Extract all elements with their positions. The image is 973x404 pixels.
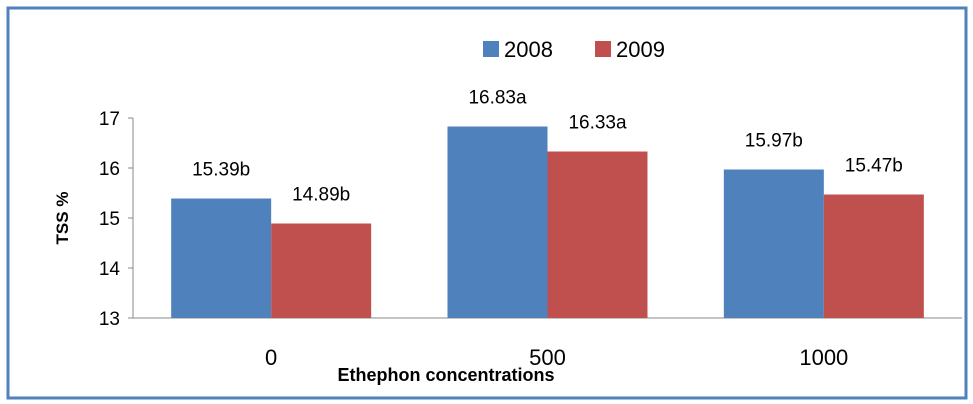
data-label: 15.97b [745,131,803,152]
data-label: 15.39b [192,160,250,181]
y-tick-label: 14 [99,259,121,280]
x-axis-title: Ethephon concentrations [337,365,554,385]
x-tick-label: 0 [265,345,277,370]
data-label: 14.89b [292,185,350,206]
legend-swatch-2008 [483,41,499,57]
legend: 2008 2009 [483,37,665,62]
data-label: 16.33a [568,113,627,134]
x-tick-labels: 0 500 1000 [265,345,848,370]
x-tick-label: 1000 [799,345,848,370]
y-tick-label: 13 [99,309,120,330]
bar-2009-500 [547,151,648,318]
data-labels: 15.39b 14.89b 16.83a 16.33a 15.97b 15.47b [192,88,903,206]
legend-label-2009: 2009 [616,37,665,62]
y-tick-label: 16 [99,159,120,180]
y-axis-title: TSS % [53,192,72,245]
x-tick-label: 500 [529,345,566,370]
bars [171,126,924,318]
y-tick-label: 15 [99,209,120,230]
y-tick-labels: 13 14 15 16 17 [99,109,121,330]
data-label: 15.47b [845,156,903,177]
bar-2008-1000 [723,169,824,318]
legend-swatch-2009 [595,41,611,57]
bar-2008-0 [171,198,272,318]
legend-label-2008: 2008 [504,37,553,62]
data-label: 16.83a [468,88,527,109]
bar-2008-500 [447,126,548,318]
y-tick-label: 17 [99,109,120,130]
bar-2009-1000 [823,194,924,318]
bar-2009-0 [271,223,372,318]
